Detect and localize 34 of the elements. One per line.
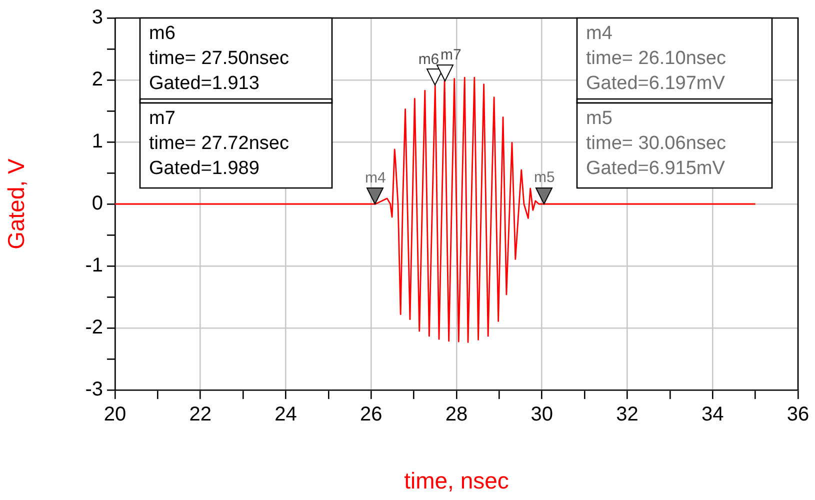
- y-tick-label: 0: [92, 192, 103, 215]
- y-tick-label: -1: [85, 254, 103, 277]
- x-tick-label: 24: [274, 404, 297, 426]
- annotation: Gated=6.915mV: [586, 158, 726, 180]
- annotation: m4: [586, 23, 613, 44]
- y-axis-title: Gated, V: [3, 158, 30, 250]
- annotation: m6: [149, 23, 176, 44]
- annotation: time= 30.06nsec: [586, 133, 726, 154]
- x-tick-label: 34: [702, 404, 724, 426]
- annotation: m5: [586, 108, 612, 130]
- x-tick-label: 22: [189, 404, 212, 426]
- annotation: time= 27.72nsec: [149, 133, 289, 154]
- x-tick-label: 20: [104, 404, 126, 426]
- annotation: time= 27.50nsec: [149, 48, 289, 70]
- x-tick-label: 32: [616, 404, 638, 426]
- x-axis-title: time, nsec: [404, 468, 509, 494]
- annotation: m6: [418, 51, 440, 68]
- y-tick-label: -3: [85, 378, 103, 401]
- y-tick-label: 2: [92, 68, 103, 91]
- x-tick-label: 26: [360, 404, 382, 426]
- x-tick-label: 28: [445, 404, 468, 426]
- annotation: time= 26.10nsec: [586, 48, 726, 70]
- x-tick-label: 36: [786, 404, 810, 426]
- y-tick-label: 1: [92, 130, 103, 153]
- annotation: Gated=6.197mV: [586, 73, 726, 94]
- annotation: Gated=1.913: [149, 73, 260, 94]
- annotation: m7: [149, 108, 176, 130]
- y-tick-label: 3: [92, 6, 103, 29]
- x-tick-label: 30: [530, 404, 553, 426]
- annotation: m5: [534, 169, 555, 186]
- annotation: m7: [440, 46, 462, 64]
- annotation: m4: [364, 169, 386, 186]
- y-tick-label: -2: [85, 316, 103, 339]
- annotation: Gated=1.989: [149, 158, 260, 180]
